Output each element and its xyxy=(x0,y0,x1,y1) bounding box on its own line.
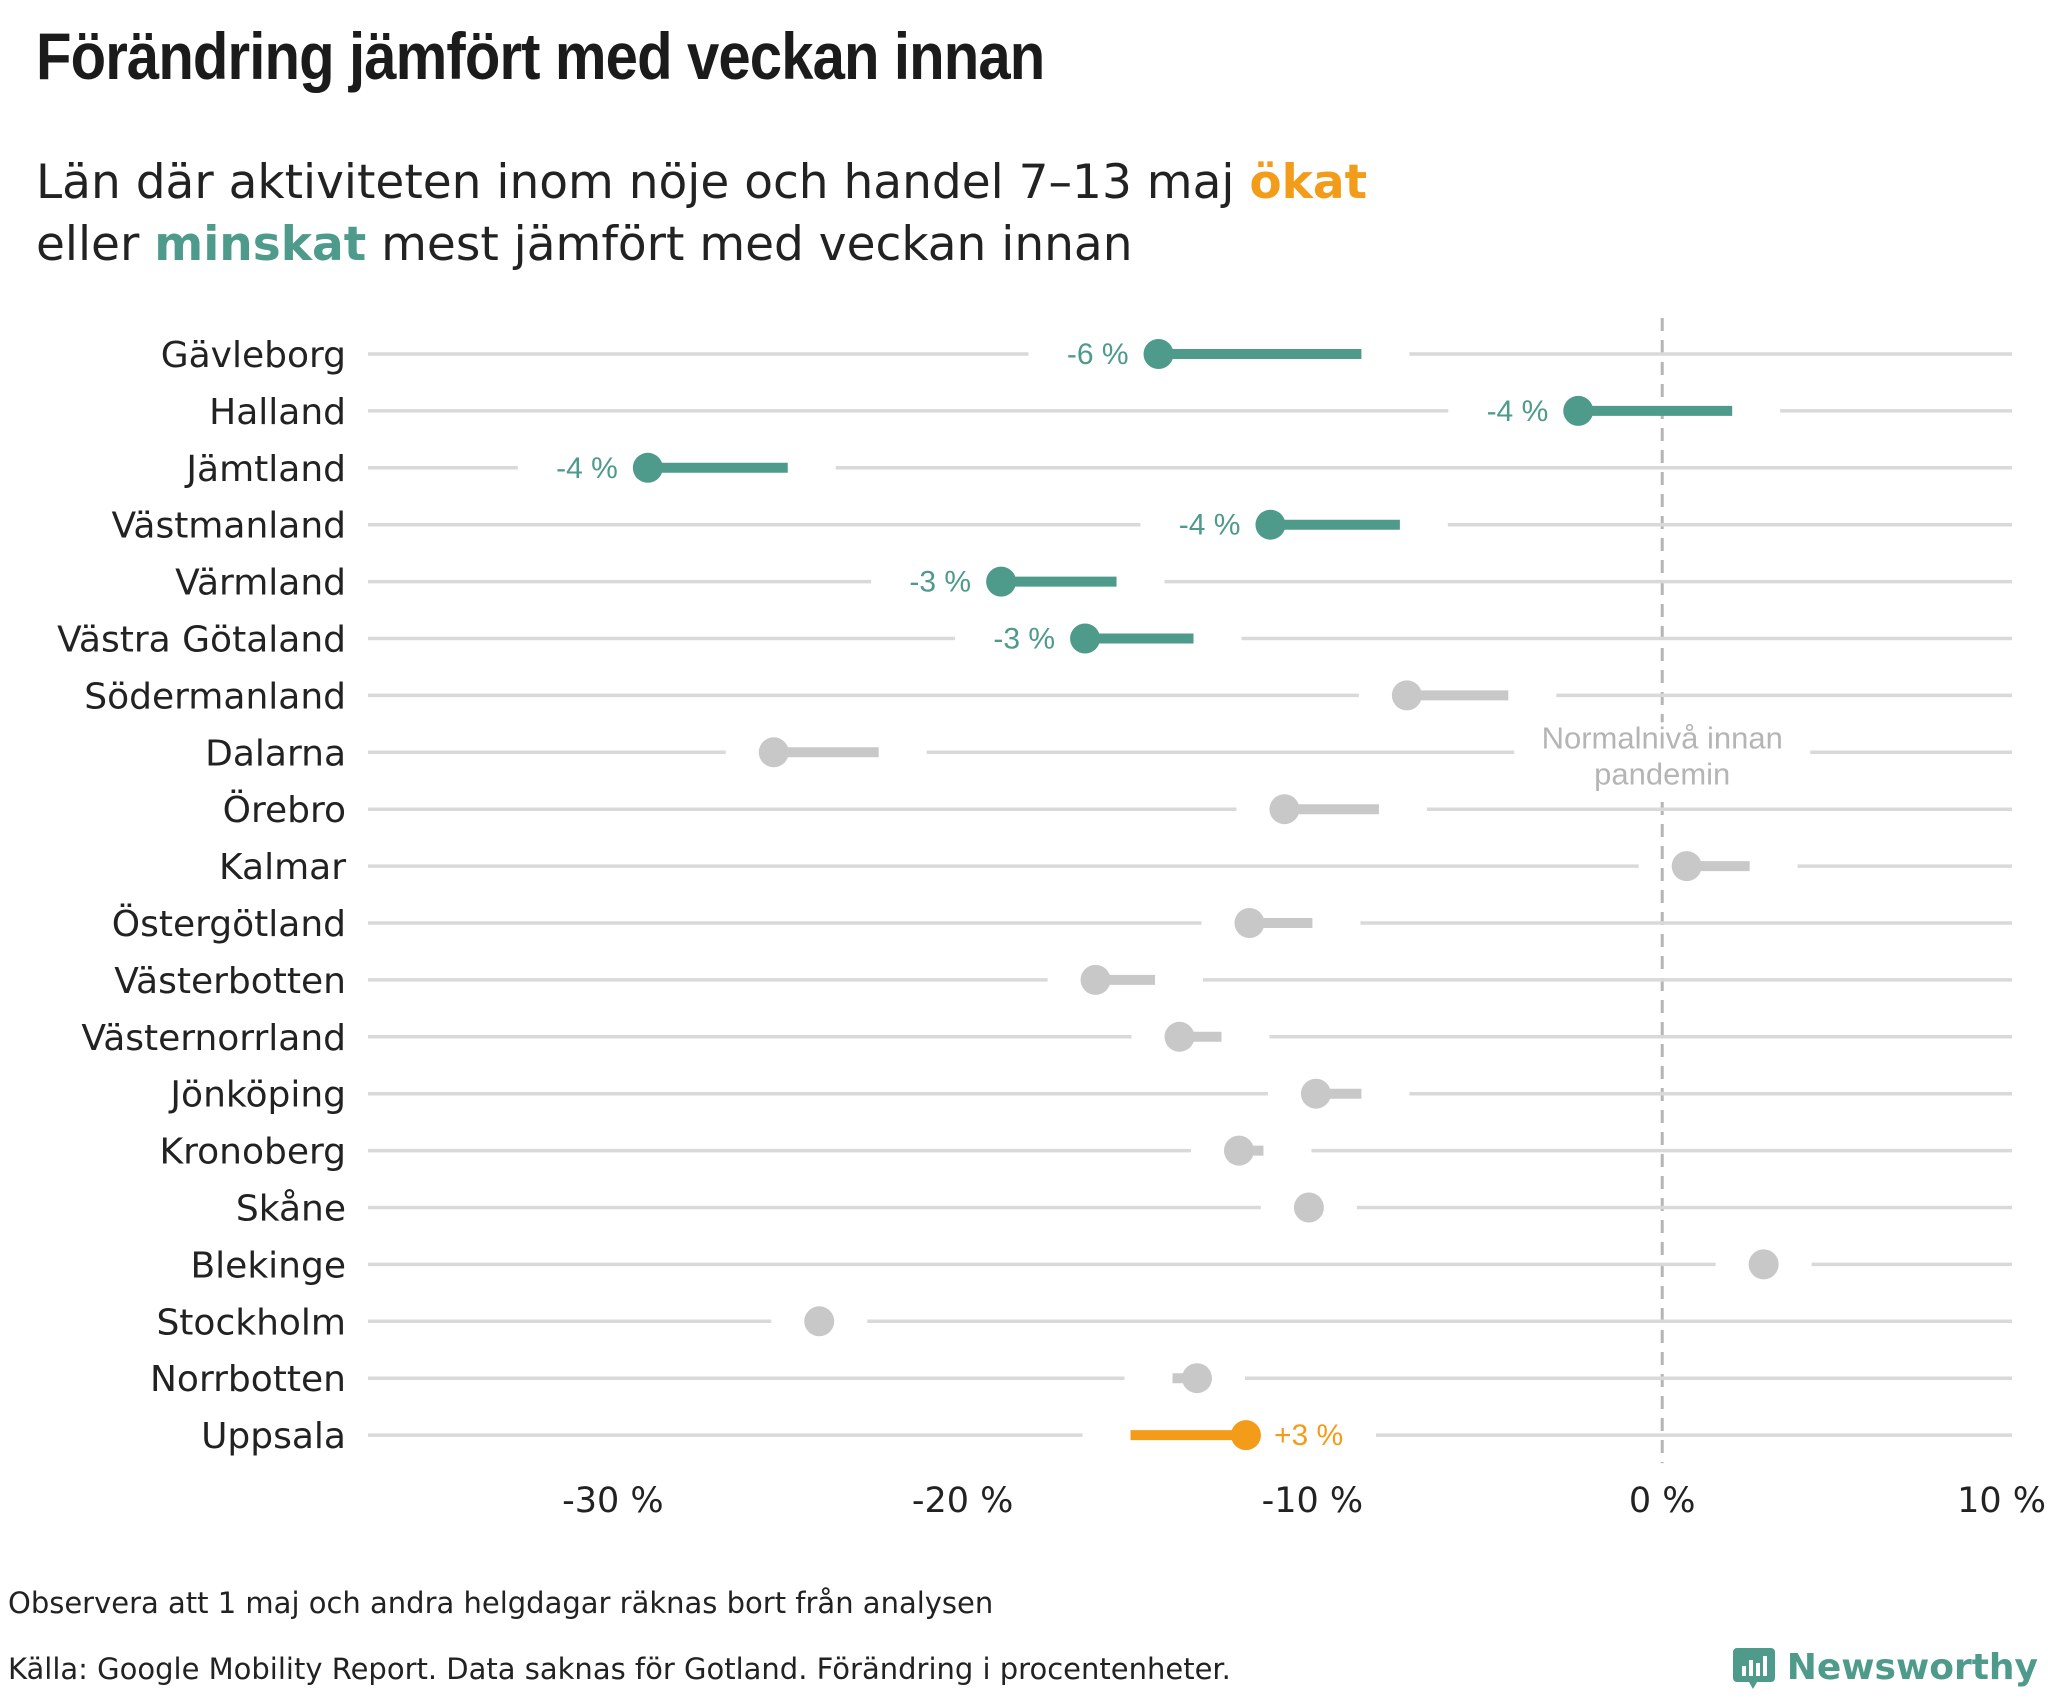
current-value-dot xyxy=(1164,1021,1195,1052)
chart-title: Förändring jämfört med veckan innan xyxy=(36,19,1045,93)
subtitle-increase-word: ökat xyxy=(1249,155,1368,210)
region-label: Jönköping xyxy=(168,1075,346,1116)
current-value-dot xyxy=(758,737,789,768)
change-label: -4 % xyxy=(1487,395,1549,428)
change-label: -4 % xyxy=(556,452,618,485)
region-label: Blekinge xyxy=(190,1245,346,1286)
subtitle-text: Län där aktiviteten inom nöje och handel… xyxy=(36,155,1250,210)
region-label: Västmanland xyxy=(112,506,346,547)
change-label: -6 % xyxy=(1067,338,1129,371)
current-value-dot xyxy=(1070,623,1101,654)
current-value-dot xyxy=(986,566,1017,597)
region-label: Gävleborg xyxy=(161,335,346,376)
reference-label-background xyxy=(1514,722,1811,799)
change-label: -3 % xyxy=(909,566,971,599)
current-value-dot xyxy=(1293,1192,1324,1223)
current-value-dot xyxy=(1563,395,1594,426)
change-label: -3 % xyxy=(993,623,1055,656)
x-tick-label: 10 % xyxy=(1957,1481,2046,1521)
current-value-dot xyxy=(1143,339,1174,369)
current-value-dot xyxy=(1391,680,1422,711)
region-label: Skåne xyxy=(236,1189,346,1230)
x-tick-label: -20 % xyxy=(912,1481,1014,1521)
current-value-dot xyxy=(1300,1078,1331,1109)
region-label: Dalarna xyxy=(205,733,346,774)
current-value-dot xyxy=(1181,1363,1212,1394)
current-value-dot xyxy=(1234,908,1265,938)
current-value-dot xyxy=(1230,1420,1261,1451)
region-label: Värmland xyxy=(175,563,346,604)
region-label: Västra Götaland xyxy=(57,620,346,661)
x-tick-label: -10 % xyxy=(1262,1481,1364,1521)
current-value-dot xyxy=(1671,851,1702,882)
region-label: Norrbotten xyxy=(150,1359,346,1400)
region-label: Örebro xyxy=(223,789,346,831)
newsworthy-logo-icon xyxy=(1732,1648,1775,1689)
region-label: Västernorrland xyxy=(81,1018,346,1059)
region-label: Kalmar xyxy=(219,847,346,888)
subtitle-line-2: eller minskat mest jämfört med veckan in… xyxy=(36,214,1367,276)
current-value-dot xyxy=(1255,509,1286,540)
current-value-dot xyxy=(632,452,663,483)
subtitle-text: eller xyxy=(36,217,155,272)
region-label: Östergötland xyxy=(112,903,346,945)
change-label: -4 % xyxy=(1179,509,1241,542)
x-tick-label: 0 % xyxy=(1629,1481,1696,1521)
reference-label: pandemin xyxy=(1594,756,1730,791)
subtitle-text: mest jämfört med veckan innan xyxy=(366,217,1133,272)
current-value-dot xyxy=(804,1306,835,1337)
reference-label: Normalnivå innan xyxy=(1542,720,1783,755)
footnote: Observera att 1 maj och andra helgdagar … xyxy=(8,1586,994,1620)
current-value-dot xyxy=(1080,964,1111,995)
brand-name: Newsworthy xyxy=(1786,1646,2038,1688)
current-value-dot xyxy=(1269,794,1300,825)
change-label: +3 % xyxy=(1274,1419,1343,1452)
subtitle-decrease-word: minskat xyxy=(154,217,367,272)
chart-subtitle: Län där aktiviteten inom nöje och handel… xyxy=(36,152,1367,276)
subtitle-line-1: Län där aktiviteten inom nöje och handel… xyxy=(36,152,1367,214)
dumbbell-chart: -6 % Gävleborg -4 % Halland -4 % Jämtland -4 %… xyxy=(57,318,2046,1521)
x-tick-label: -30 % xyxy=(562,1481,664,1521)
source-note: Källa: Google Mobility Report. Data sakn… xyxy=(8,1652,1231,1686)
region-label: Halland xyxy=(209,392,346,433)
current-value-dot xyxy=(1223,1135,1254,1166)
region-label: Södermanland xyxy=(84,676,346,717)
region-label: Jämtland xyxy=(184,449,346,490)
region-label: Kronoberg xyxy=(159,1132,346,1173)
region-label: Uppsala xyxy=(201,1416,346,1457)
current-value-dot xyxy=(1748,1249,1779,1280)
brand-logo: Newsworthy xyxy=(1731,1644,2038,1690)
region-label: Stockholm xyxy=(156,1302,346,1343)
region-label: Västerbotten xyxy=(114,961,346,1002)
